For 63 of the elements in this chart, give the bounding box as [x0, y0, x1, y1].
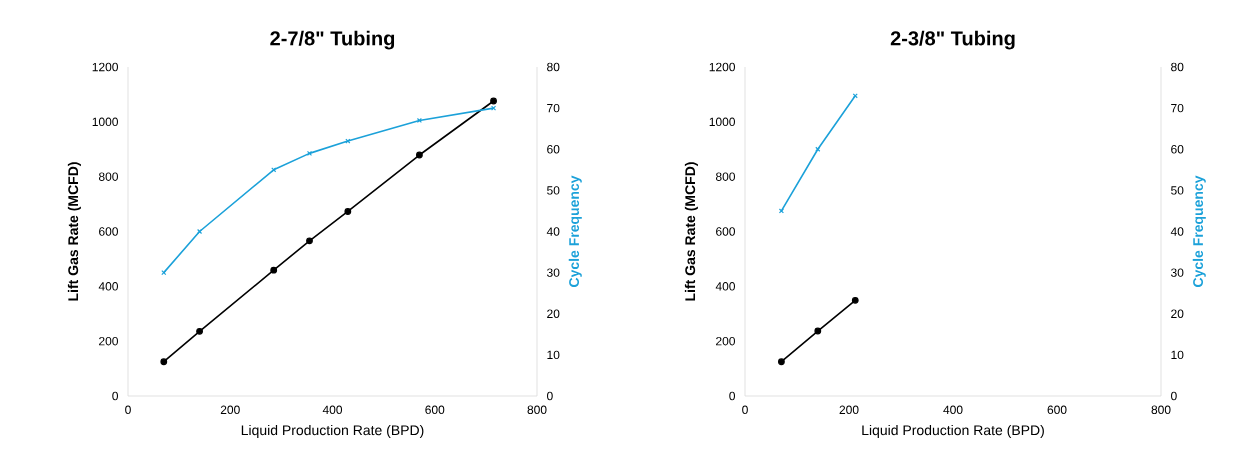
x-tick-label: 400: [322, 405, 343, 415]
x-axis-title: Liquid Production Rate (BPD): [862, 424, 1044, 438]
y2-tick-label: 30: [546, 268, 560, 277]
y2-axis-title: Cycle Frequency: [568, 175, 582, 287]
y2-tick-label: 80: [1171, 62, 1184, 72]
point: [196, 327, 203, 335]
y-tick-label: 1000: [709, 117, 736, 127]
point: [270, 266, 278, 274]
y2-axis-title: Cycle Frequency: [1192, 175, 1206, 287]
x-tick-label: 400: [943, 405, 963, 415]
y-tick-label: 0: [112, 391, 119, 401]
point: [814, 327, 822, 335]
y2-tick-label: 50: [1171, 186, 1184, 195]
y2-tick-label: 30: [1170, 268, 1184, 277]
y2-tick-label: 70: [547, 103, 560, 113]
y2-tick-label: 0: [1171, 391, 1177, 401]
x-tick-label: 600: [425, 405, 445, 415]
y2-tick-label: 70: [1171, 103, 1184, 113]
point: [306, 237, 313, 245]
y-tick-label: 0: [729, 391, 736, 401]
point: [306, 150, 313, 156]
x-tick-label: 200: [839, 405, 859, 415]
y2-tick-label: 20: [1171, 309, 1184, 318]
y-tick-label: 800: [98, 172, 119, 181]
y-tick-label: 400: [98, 282, 119, 291]
point: [778, 358, 785, 366]
x-tick-label: 800: [1151, 405, 1171, 415]
x-tick-label: 0: [742, 405, 748, 415]
y-tick-label: 1000: [92, 117, 118, 127]
y-axis-title: Lift Gas Rate (MCFD): [684, 162, 698, 301]
y2-tick-label: 40: [1170, 227, 1184, 236]
point: [851, 296, 859, 304]
y-tick-label: 1200: [709, 62, 736, 72]
y2-tick-label: 0: [547, 391, 553, 401]
y-tick-label: 800: [715, 172, 736, 181]
x-tick-label: 200: [220, 405, 240, 415]
y-tick-label: 600: [716, 227, 736, 236]
y-tick-label: 200: [99, 336, 119, 346]
x-tick-label: 600: [1047, 405, 1067, 415]
y-axis-title: Lift Gas Rate (MCFD): [67, 162, 81, 301]
y2-tick-label: 80: [547, 62, 560, 72]
y2-tick-label: 50: [547, 186, 560, 195]
y2-tick-label: 60: [1171, 145, 1184, 154]
chart-title: 2-7/8" Tubing: [270, 30, 395, 50]
y2-tick-label: 40: [546, 227, 560, 236]
point: [344, 208, 352, 215]
point: [160, 358, 168, 366]
x-axis-title: Liquid Production Rate (BPD): [241, 424, 424, 438]
chart-title: 2-3/8" Tubing: [890, 30, 1015, 50]
y2-tick-label: 60: [547, 145, 560, 154]
y-tick-label: 600: [99, 227, 119, 236]
y2-tick-label: 20: [547, 309, 560, 318]
y2-tick-label: 10: [547, 350, 560, 360]
point: [490, 97, 497, 105]
y2-tick-label: 10: [1171, 350, 1184, 360]
y-tick-label: 200: [716, 336, 736, 346]
y-tick-label: 400: [715, 282, 736, 291]
x-tick-label: 0: [125, 405, 131, 415]
point: [345, 138, 351, 144]
point: [416, 151, 423, 159]
x-tick-label: 800: [527, 405, 547, 415]
y-tick-label: 1200: [92, 62, 118, 72]
point: [271, 167, 277, 173]
